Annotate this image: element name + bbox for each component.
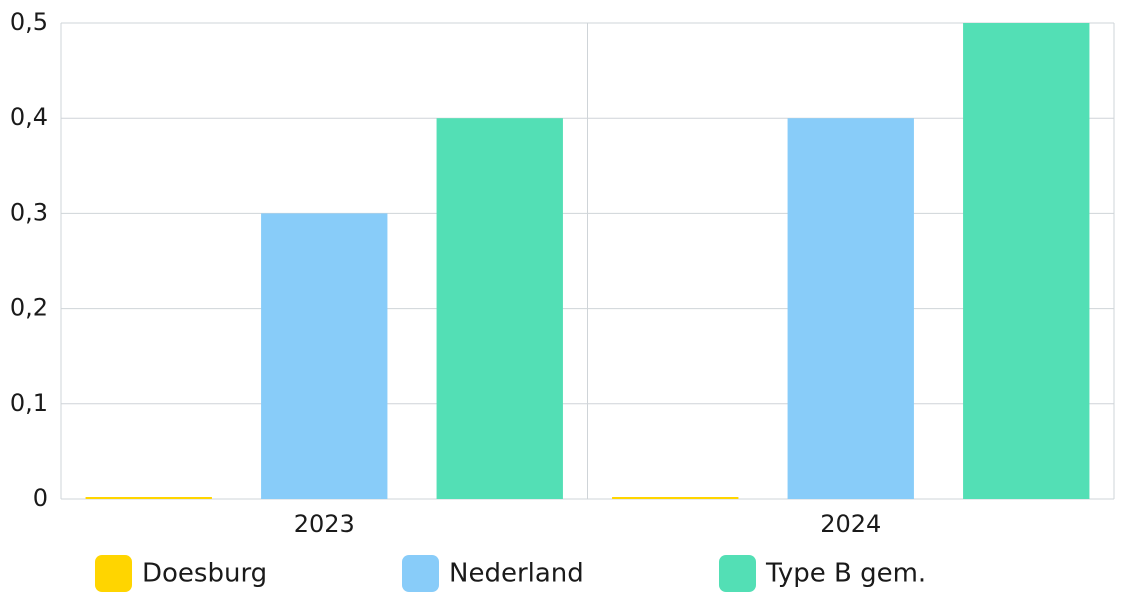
bar-nederland-2024: [787, 118, 914, 499]
y-tick-label: 0: [33, 484, 48, 512]
y-tick-label: 0,4: [10, 103, 48, 131]
legend-swatch: [719, 555, 756, 592]
x-axis-category-labels: 2023 2024: [294, 510, 882, 538]
bar-type-b-gem-2024: [963, 23, 1090, 499]
y-tick-label: 0,1: [10, 389, 48, 417]
legend: Doesburg Nederland Type B gem.: [95, 555, 926, 592]
grid-lines: [60, 22, 1115, 500]
legend-label: Doesburg: [142, 559, 267, 589]
bar-nederland-2023: [261, 213, 388, 499]
x-tick-label: 2023: [294, 510, 355, 538]
legend-item: Nederland: [402, 555, 584, 592]
legend-label: Type B gem.: [765, 559, 926, 589]
bars: [85, 23, 1090, 499]
legend-item: Doesburg: [95, 555, 267, 592]
legend-label: Nederland: [449, 559, 584, 589]
bar-type-b-gem-2023: [436, 118, 563, 499]
y-tick-label: 0,2: [10, 294, 48, 322]
bar-doesburg-2024: [612, 497, 739, 499]
y-tick-label: 0,3: [10, 198, 48, 226]
legend-item: Type B gem.: [719, 555, 926, 592]
y-tick-label: 0,5: [10, 8, 48, 36]
legend-swatch: [95, 555, 132, 592]
legend-swatch: [402, 555, 439, 592]
x-tick-label: 2024: [820, 510, 881, 538]
y-axis-tick-labels: 0 0,1 0,2 0,3 0,4 0,5: [10, 8, 48, 512]
bar-doesburg-2023: [85, 497, 212, 499]
